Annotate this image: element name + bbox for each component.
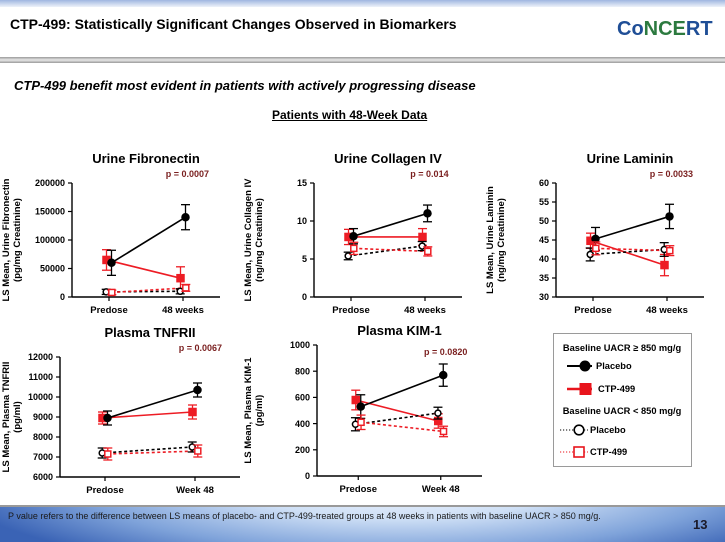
svg-text:1000: 1000 (290, 340, 310, 350)
svg-text:9000: 9000 (33, 412, 53, 422)
svg-text:p = 0.0033: p = 0.0033 (650, 169, 693, 179)
svg-text:LS Mean, Plasma KIM-1: LS Mean, Plasma KIM-1 (243, 357, 254, 464)
svg-text:0: 0 (302, 292, 307, 302)
svg-text:CTP-499: CTP-499 (598, 384, 635, 394)
svg-text:Urine Laminin: Urine Laminin (587, 151, 674, 166)
svg-text:600: 600 (295, 393, 310, 403)
svg-text:(pg/ml): (pg/ml) (254, 395, 265, 427)
svg-text:0: 0 (60, 292, 65, 302)
svg-text:Predose: Predose (340, 484, 378, 495)
svg-text:150000: 150000 (35, 207, 65, 217)
svg-text:Predose: Predose (90, 305, 128, 316)
svg-text:p = 0.0007: p = 0.0007 (166, 169, 209, 179)
svg-text:Baseline UACR ≥ 850 mg/g: Baseline UACR ≥ 850 mg/g (563, 343, 682, 353)
svg-text:45: 45 (539, 235, 549, 245)
svg-text:200000: 200000 (35, 178, 65, 188)
svg-text:7000: 7000 (33, 452, 53, 462)
svg-text:(ng/mg Creatinine): (ng/mg Creatinine) (496, 198, 507, 282)
svg-text:400: 400 (295, 419, 310, 429)
svg-text:15: 15 (297, 178, 307, 188)
svg-text:50000: 50000 (40, 264, 65, 274)
svg-text:LS Mean, Urine Fibronectin: LS Mean, Urine Fibronectin (1, 178, 12, 301)
svg-text:30: 30 (539, 292, 549, 302)
svg-text:Urine Fibronectin: Urine Fibronectin (92, 151, 200, 166)
svg-text:Baseline UACR < 850 mg/g: Baseline UACR < 850 mg/g (563, 406, 682, 416)
svg-text:(ng/mg Creatinine): (ng/mg Creatinine) (254, 198, 265, 282)
svg-text:LS Mean, Urine Collagen IV: LS Mean, Urine Collagen IV (243, 178, 254, 302)
svg-text:0: 0 (305, 471, 310, 481)
svg-text:48 weeks: 48 weeks (162, 305, 204, 316)
svg-text:11000: 11000 (28, 372, 53, 382)
svg-text:8000: 8000 (33, 432, 53, 442)
svg-text:50: 50 (539, 216, 549, 226)
svg-text:6000: 6000 (33, 472, 53, 482)
svg-text:p = 0.0820: p = 0.0820 (424, 347, 467, 357)
svg-text:Predose: Predose (332, 305, 370, 316)
svg-text:Placebo: Placebo (596, 361, 632, 371)
svg-text:p = 0.014: p = 0.014 (410, 169, 448, 179)
svg-text:LS Mean, Plasma TNFRII: LS Mean, Plasma TNFRII (1, 362, 12, 473)
svg-text:Plasma TNFRII: Plasma TNFRII (104, 325, 195, 340)
svg-text:p = 0.0067: p = 0.0067 (179, 343, 222, 353)
svg-text:12000: 12000 (28, 352, 53, 362)
svg-text:Week 48: Week 48 (422, 484, 460, 495)
svg-text:35: 35 (539, 273, 549, 283)
svg-text:200: 200 (295, 445, 310, 455)
svg-text:10000: 10000 (28, 392, 53, 402)
svg-text:48 weeks: 48 weeks (404, 305, 446, 316)
svg-text:(pg/ml): (pg/ml) (12, 401, 23, 433)
svg-text:100000: 100000 (35, 235, 65, 245)
svg-text:Urine Collagen IV: Urine Collagen IV (334, 151, 442, 166)
svg-text:10: 10 (297, 216, 307, 226)
svg-text:Week 48: Week 48 (176, 485, 214, 496)
svg-text:CTP-499: CTP-499 (590, 447, 627, 457)
svg-text:Predose: Predose (574, 305, 612, 316)
svg-text:60: 60 (539, 178, 549, 188)
svg-text:5: 5 (302, 254, 307, 264)
svg-text:LS Mean, Urine Laminin: LS Mean, Urine Laminin (485, 186, 496, 294)
svg-text:Placebo: Placebo (590, 425, 626, 435)
svg-text:Plasma KIM-1: Plasma KIM-1 (357, 325, 442, 338)
svg-text:55: 55 (539, 197, 549, 207)
svg-text:Predose: Predose (86, 485, 124, 496)
svg-text:(pg/mg Creatinine): (pg/mg Creatinine) (12, 198, 23, 282)
svg-text:48 weeks: 48 weeks (646, 305, 688, 316)
svg-text:40: 40 (539, 254, 549, 264)
svg-text:800: 800 (295, 366, 310, 376)
